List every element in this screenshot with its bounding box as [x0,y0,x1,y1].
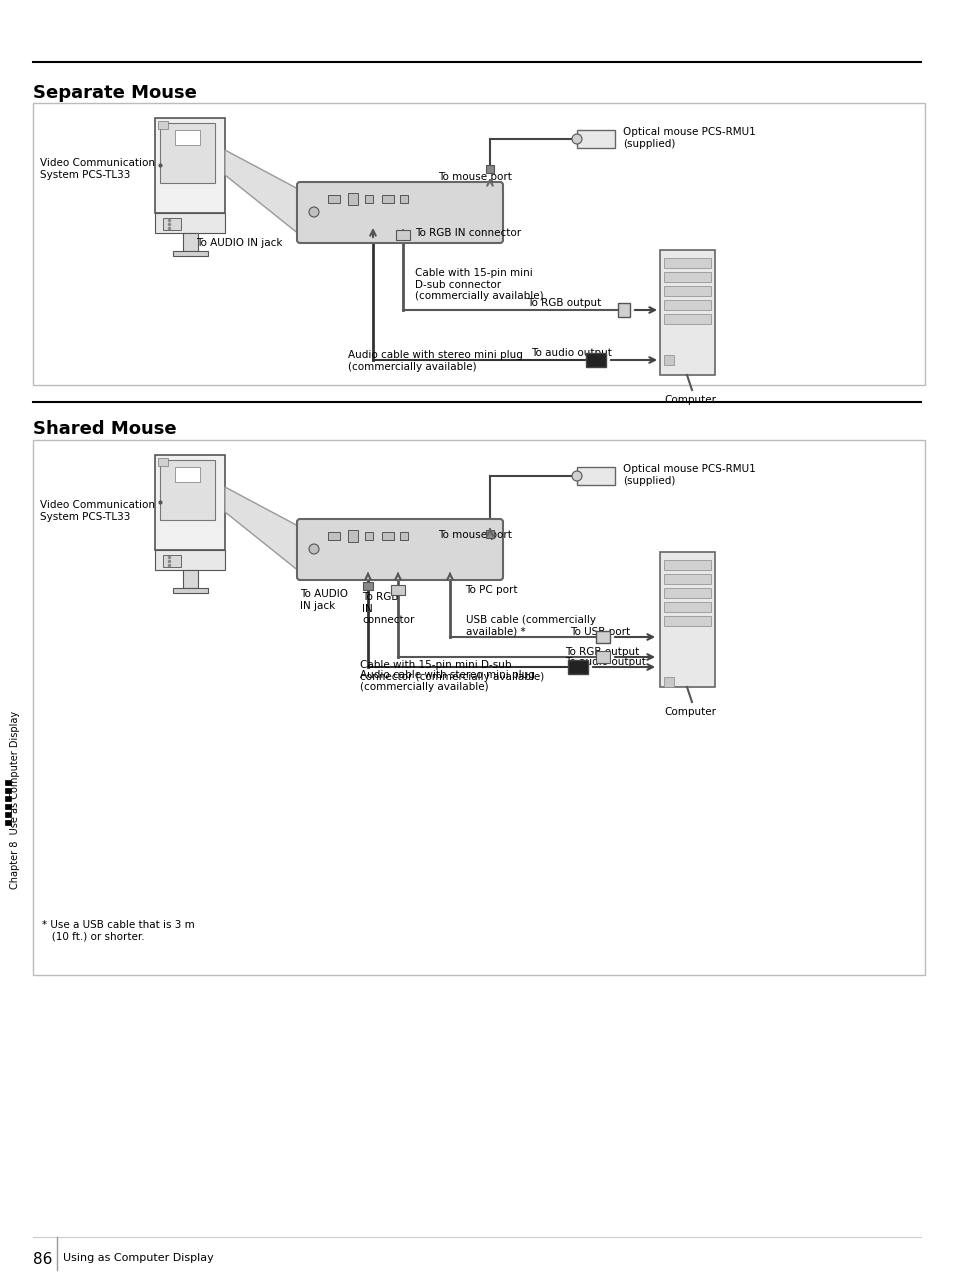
Bar [485,530,494,538]
Text: USB cable (commercially
available) *: USB cable (commercially available) * [465,615,596,637]
Bar [348,530,357,541]
Bar [5,780,11,785]
Bar [567,660,587,674]
Bar [172,251,208,256]
Text: * Use a USB cable that is 3 m
   (10 ft.) or shorter.: * Use a USB cable that is 3 m (10 ft.) o… [42,920,194,941]
Text: To RGB IN connector: To RGB IN connector [415,228,520,238]
Text: To AUDIO IN jack: To AUDIO IN jack [195,238,282,248]
Circle shape [572,134,581,144]
Text: Cable with 15-pin mini
D-sub connector
(commercially available): Cable with 15-pin mini D-sub connector (… [415,268,543,301]
Bar [154,118,225,213]
Bar [328,195,339,203]
Bar [5,796,11,801]
Text: Video Communication
System PCS-TL33: Video Communication System PCS-TL33 [40,499,154,521]
Text: Chapter 8  Use as Computer Display: Chapter 8 Use as Computer Display [10,711,20,889]
Circle shape [572,471,581,482]
Bar [663,676,673,687]
Bar [663,313,710,324]
Polygon shape [225,487,299,572]
Bar [663,575,710,583]
Bar [174,468,200,482]
Text: To USB port: To USB port [569,627,630,637]
Text: To audio output: To audio output [531,348,611,358]
Bar [5,812,11,817]
Text: Optical mouse PCS-RMU1
(supplied): Optical mouse PCS-RMU1 (supplied) [622,127,755,149]
Bar [163,555,181,567]
Bar [381,195,394,203]
Bar [183,569,198,589]
Bar [328,533,339,540]
Text: To RGB
IN
connector: To RGB IN connector [361,592,414,626]
Bar [585,353,605,367]
Text: Audio cable with stereo mini plug
(commercially available): Audio cable with stereo mini plug (comme… [359,670,535,692]
Bar [399,195,408,203]
Bar [174,130,200,145]
Bar [663,561,710,569]
Text: To mouse port: To mouse port [437,172,512,182]
Text: To AUDIO
IN jack: To AUDIO IN jack [299,589,348,610]
Text: 86: 86 [33,1252,52,1268]
Text: Cable with 15-pin mini D-sub
connector (commercially available): Cable with 15-pin mini D-sub connector (… [359,660,543,682]
Bar [158,121,168,129]
Text: Audio cable with stereo mini plug
(commercially available): Audio cable with stereo mini plug (comme… [348,350,522,372]
Bar [618,303,629,317]
Bar [160,460,214,520]
Text: To mouse port: To mouse port [437,530,512,540]
Polygon shape [225,150,299,234]
Bar [183,233,198,251]
Text: Shared Mouse: Shared Mouse [33,420,176,438]
Bar [663,603,710,612]
Bar [659,250,714,375]
Bar [348,192,357,205]
Bar [154,550,225,569]
Circle shape [309,544,318,554]
Bar [154,455,225,550]
Bar [365,533,373,540]
Bar [158,457,168,466]
Text: Separate Mouse: Separate Mouse [33,84,196,102]
Bar [363,582,373,590]
Text: Computer: Computer [663,707,716,717]
Bar [5,820,11,826]
Bar [5,804,11,809]
Bar [365,195,373,203]
Text: Optical mouse PCS-RMU1
(supplied): Optical mouse PCS-RMU1 (supplied) [622,464,755,485]
Bar [160,124,214,183]
Bar [399,533,408,540]
Bar [596,631,609,643]
Bar [391,585,405,595]
Bar [659,552,714,687]
Circle shape [309,206,318,217]
Bar [33,440,924,975]
Bar [172,589,208,592]
Bar [663,617,710,626]
Text: Using as Computer Display: Using as Computer Display [63,1254,213,1263]
FancyBboxPatch shape [296,182,502,243]
Text: Computer: Computer [663,395,716,405]
Bar [663,355,673,364]
Bar [663,273,710,282]
Bar [577,130,615,148]
Bar [163,218,181,231]
Bar [381,533,394,540]
Bar [485,166,494,173]
Bar [154,213,225,233]
Bar [663,589,710,598]
Bar [33,103,924,385]
Bar [577,468,615,485]
Text: To PC port: To PC port [464,585,517,595]
Text: To RGB output: To RGB output [526,298,600,308]
Bar [395,231,410,240]
Bar [663,259,710,268]
Text: Video Communication
System PCS-TL33: Video Communication System PCS-TL33 [40,158,154,180]
Text: To RGB output: To RGB output [564,647,639,657]
Bar [663,285,710,296]
Bar [5,789,11,792]
Bar [663,299,710,310]
Bar [596,651,609,662]
FancyBboxPatch shape [296,519,502,580]
Text: To audio output: To audio output [564,657,645,668]
